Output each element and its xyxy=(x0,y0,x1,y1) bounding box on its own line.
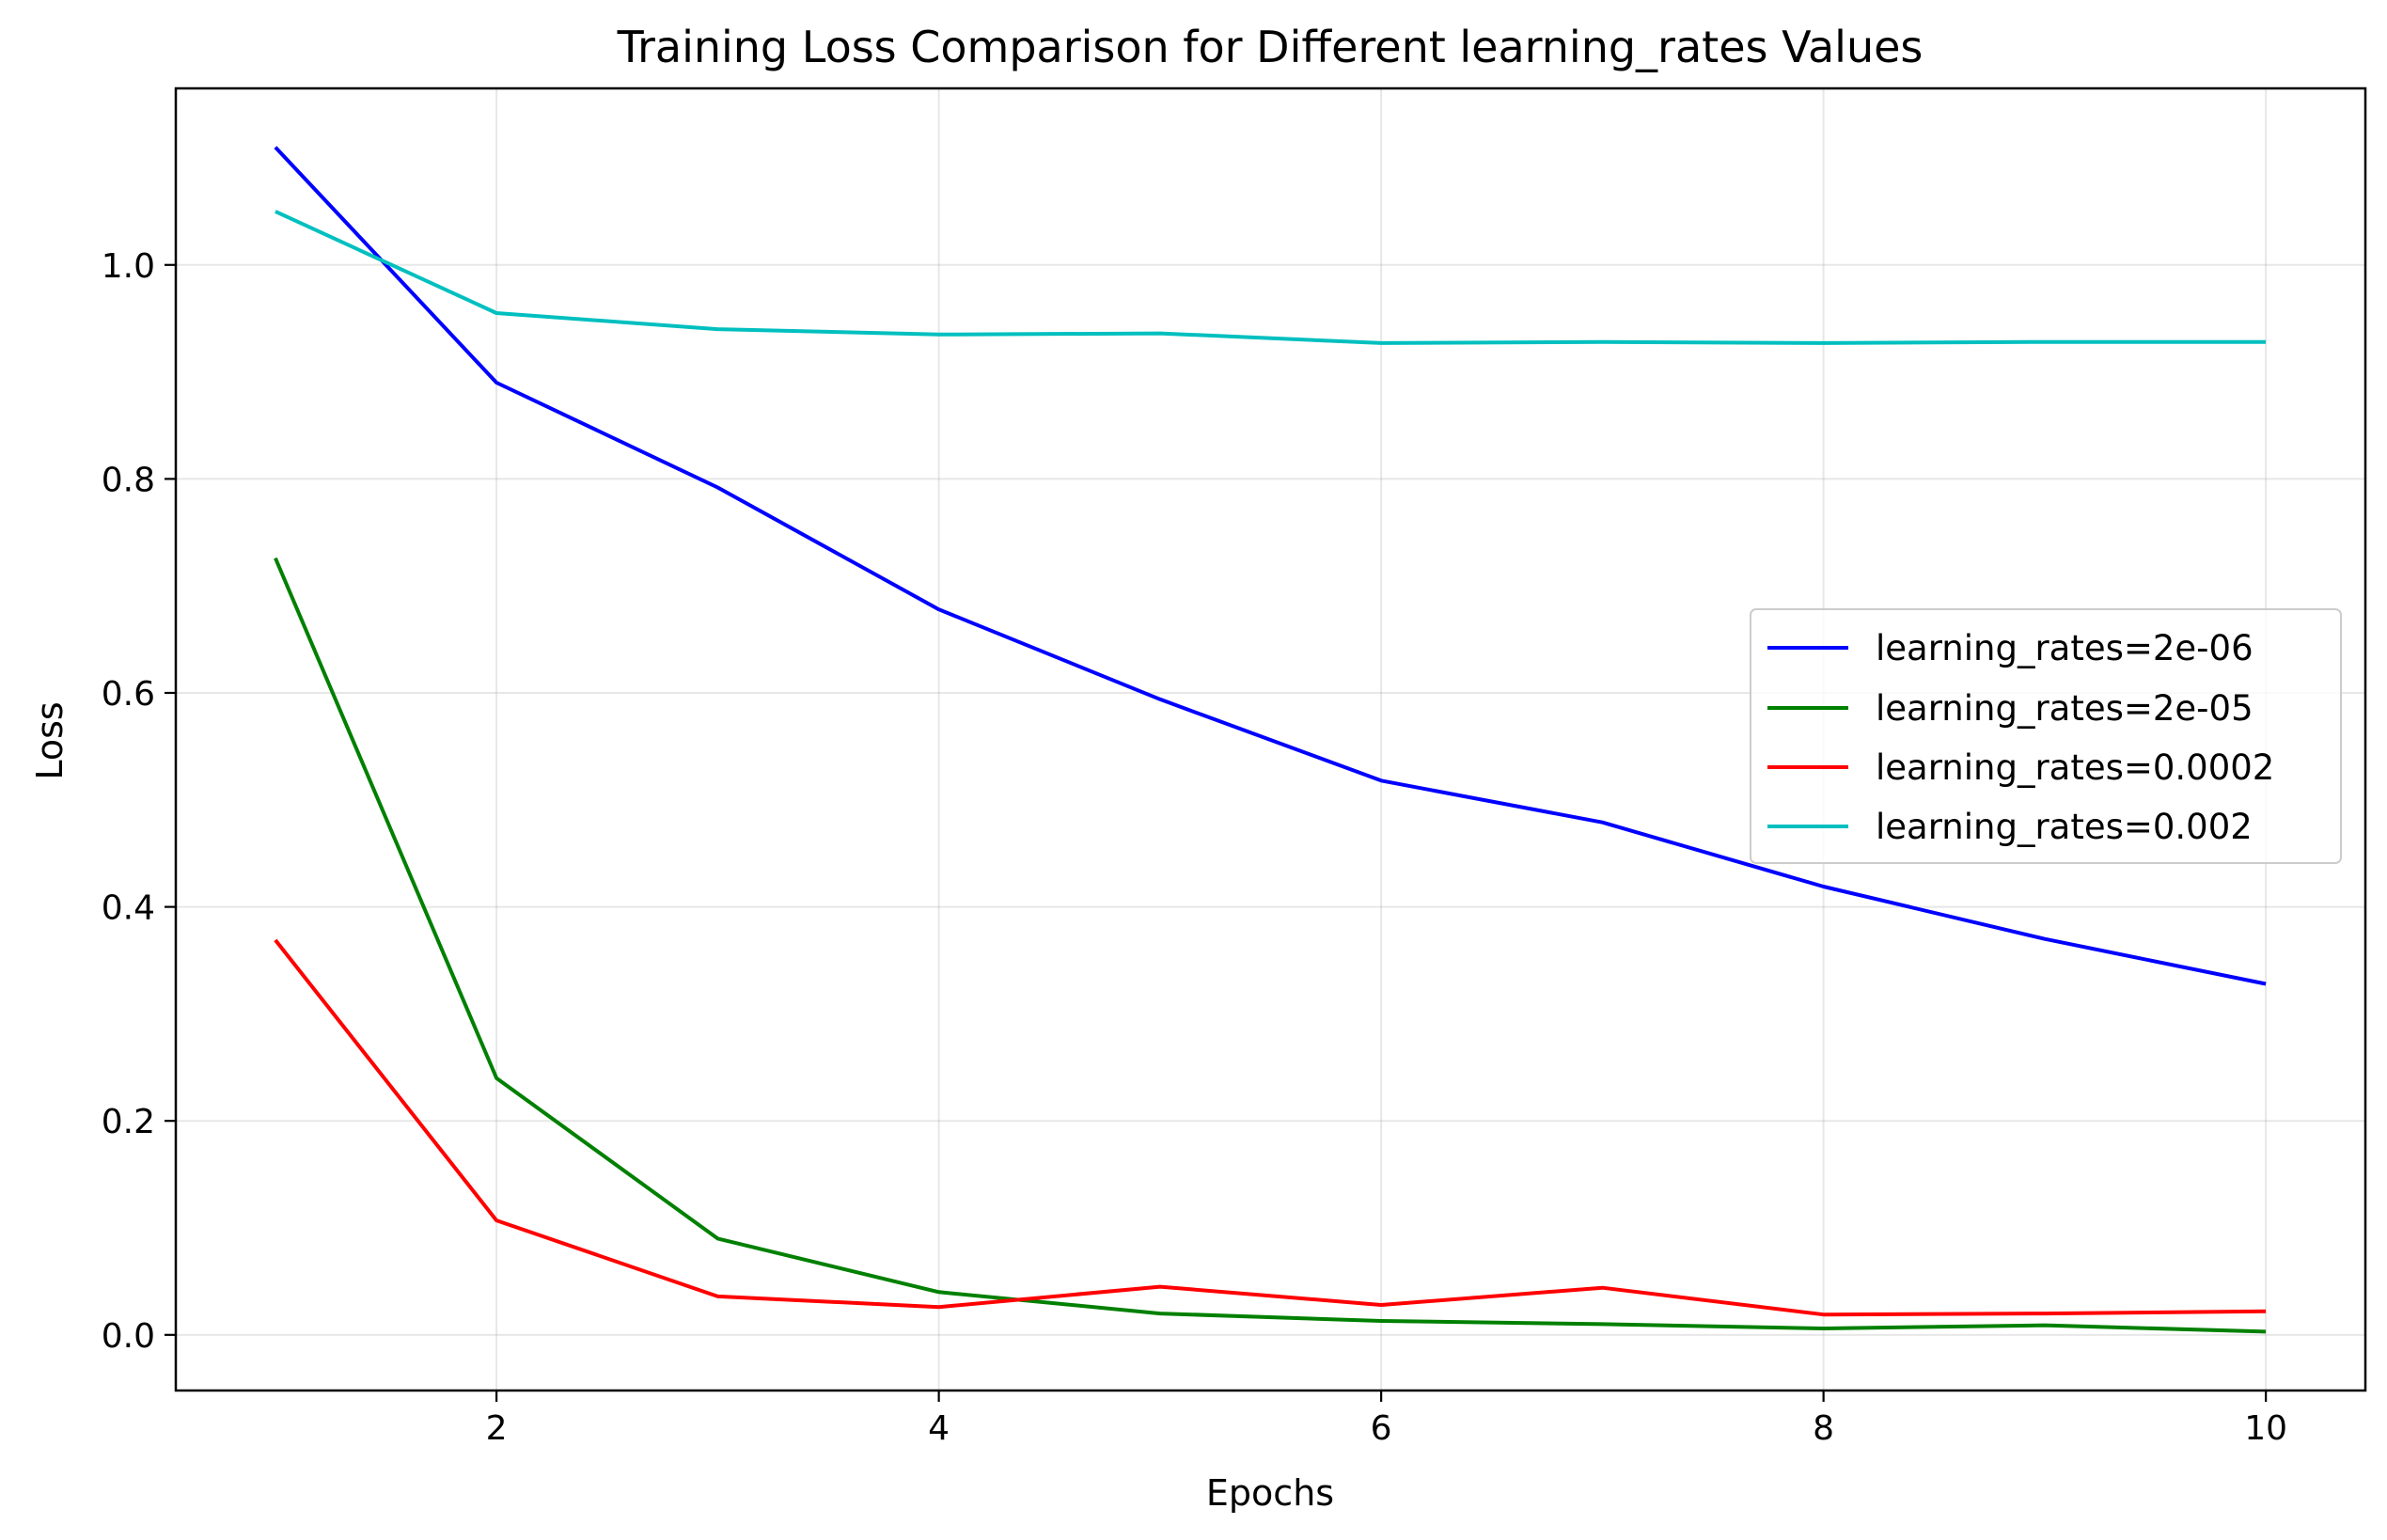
x-tick-label: 4 xyxy=(928,1409,950,1448)
y-tick-label: 1.0 xyxy=(102,247,155,286)
axis-ticks: 2 4 6 8 10 0.0 0.2 0.4 0.6 0.8 1.0 xyxy=(102,247,2287,1448)
grid-lines xyxy=(176,88,2365,1391)
legend: learning_rates=2e-06 learning_rates=2e-05… xyxy=(1750,608,2342,864)
series-line-2 xyxy=(274,557,2267,1334)
legend-box xyxy=(1750,608,2342,864)
y-tick-label: 0.2 xyxy=(102,1103,155,1141)
series-line-4 xyxy=(275,210,2267,345)
y-axis-label: Loss xyxy=(29,701,71,779)
legend-label-4: learning_rates=0.002 xyxy=(1876,807,2253,847)
y-tick-label: 0.8 xyxy=(102,461,155,499)
series-lines xyxy=(274,146,2267,1334)
x-tick-label: 10 xyxy=(2244,1409,2287,1448)
x-axis-label: Epochs xyxy=(1206,1472,1334,1514)
legend-label-1: learning_rates=2e-06 xyxy=(1876,628,2254,668)
y-tick-label: 0.6 xyxy=(102,675,155,714)
x-tick-label: 8 xyxy=(1813,1409,1834,1448)
y-tick-label: 0.4 xyxy=(102,889,155,928)
chart-title: Training Loss Comparison for Different l… xyxy=(617,22,1924,72)
legend-label-3: learning_rates=0.0002 xyxy=(1876,747,2274,788)
legend-label-2: learning_rates=2e-05 xyxy=(1876,688,2254,729)
y-tick-label: 0.0 xyxy=(102,1317,155,1356)
series-line-1 xyxy=(274,146,2267,986)
series-line-3 xyxy=(274,938,2267,1317)
x-tick-label: 2 xyxy=(486,1409,508,1448)
x-tick-label: 6 xyxy=(1371,1409,1392,1448)
plot-frame xyxy=(174,86,2367,1392)
